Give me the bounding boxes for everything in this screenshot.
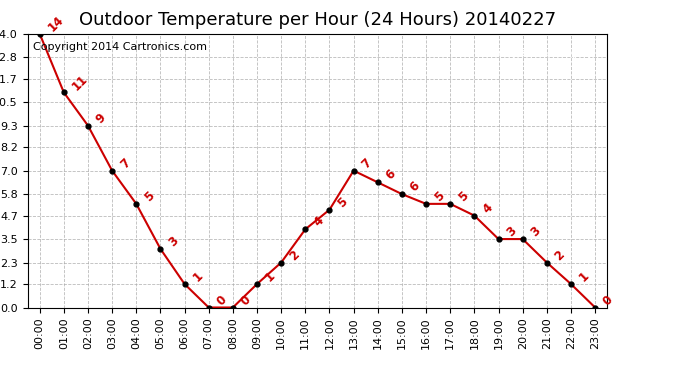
Text: 3: 3 bbox=[166, 234, 181, 249]
Text: 1: 1 bbox=[190, 269, 205, 284]
Text: 11: 11 bbox=[70, 72, 90, 93]
Text: 7: 7 bbox=[118, 156, 132, 171]
Text: 4: 4 bbox=[311, 214, 326, 230]
Text: 6: 6 bbox=[408, 179, 422, 194]
Title: Outdoor Temperature per Hour (24 Hours) 20140227: Outdoor Temperature per Hour (24 Hours) … bbox=[79, 11, 556, 29]
Text: 6: 6 bbox=[384, 168, 398, 183]
Text: 5: 5 bbox=[142, 189, 157, 204]
Text: 1: 1 bbox=[577, 269, 591, 284]
Text: 0: 0 bbox=[601, 293, 615, 308]
Text: 3: 3 bbox=[504, 224, 519, 239]
Text: 2: 2 bbox=[553, 248, 567, 263]
Text: 14: 14 bbox=[46, 13, 66, 34]
Text: Copyright 2014 Cartronics.com: Copyright 2014 Cartronics.com bbox=[33, 42, 208, 52]
Text: 0: 0 bbox=[215, 293, 229, 308]
Text: 5: 5 bbox=[335, 195, 350, 210]
Text: 9: 9 bbox=[94, 111, 108, 126]
Text: 4: 4 bbox=[480, 201, 495, 216]
Text: 5: 5 bbox=[432, 189, 446, 204]
Text: 3: 3 bbox=[529, 224, 543, 239]
Text: 2: 2 bbox=[287, 248, 302, 263]
Text: 1: 1 bbox=[263, 269, 277, 284]
Text: 7: 7 bbox=[359, 156, 374, 171]
Text: 5: 5 bbox=[456, 189, 471, 204]
Text: 0: 0 bbox=[239, 293, 253, 308]
